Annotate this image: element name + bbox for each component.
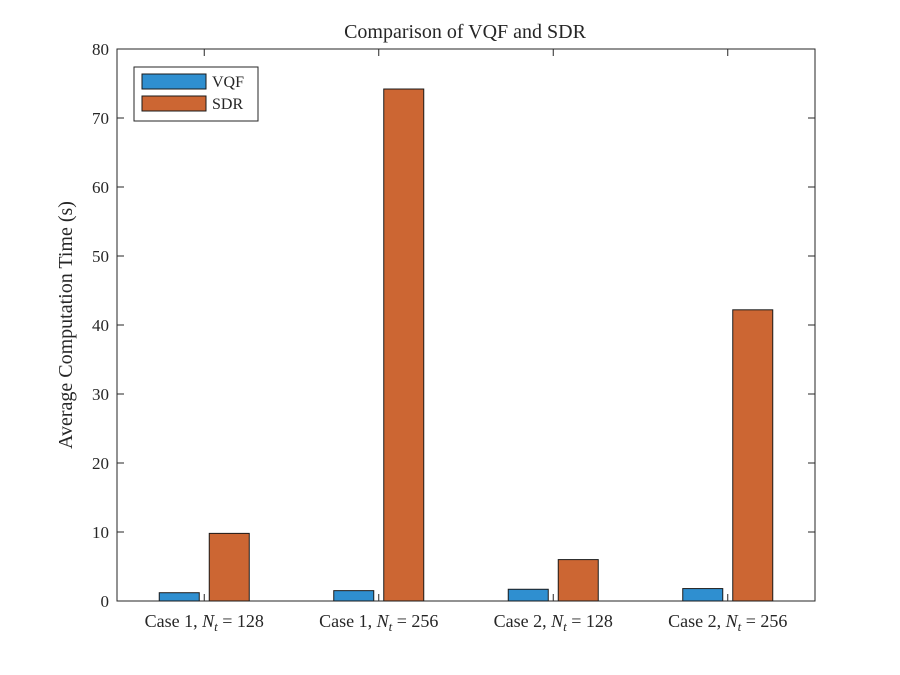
y-tick-label: 60	[92, 178, 109, 197]
y-tick-label: 0	[101, 592, 110, 611]
y-tick-label: 80	[92, 40, 109, 59]
bar-vqf-1	[158, 592, 200, 602]
y-tick-label: 20	[92, 454, 109, 473]
y-tick-label: 30	[92, 385, 109, 404]
chart-title: Comparison of VQF and SDR	[344, 21, 587, 43]
y-axis-label: Average Computation Time (s)	[55, 201, 77, 449]
bar-vqf-2	[333, 590, 375, 602]
y-tick-label: 40	[92, 316, 109, 335]
plot-area: 0 10 20 30 40 50 60 70 80 Case 1, Nt = 128 Case 1,…	[92, 40, 816, 634]
legend-label-sdr: SDR	[212, 96, 243, 113]
y-tick-label: 50	[92, 247, 109, 266]
y-tick-label: 70	[92, 109, 109, 128]
bar-sdr-4	[732, 309, 774, 602]
bar-sdr-3	[557, 559, 599, 602]
legend-label-vqf: VQF	[212, 74, 244, 91]
bar-vqf-4	[682, 588, 724, 602]
x-tick-label: Case 1, Nt = 128	[145, 611, 264, 634]
bar-vqf-3	[507, 588, 549, 602]
x-tick-label: Case 2, Nt = 256	[668, 611, 787, 634]
x-tick-label: Case 2, Nt = 128	[494, 611, 613, 634]
y-tick-label: 10	[92, 523, 109, 542]
legend-swatch-vqf	[141, 73, 207, 90]
legend-swatch-sdr	[141, 95, 207, 112]
bar-sdr-1	[208, 532, 250, 602]
bar-sdr-2	[383, 88, 425, 602]
x-tick-label: Case 1, Nt = 256	[319, 611, 438, 634]
